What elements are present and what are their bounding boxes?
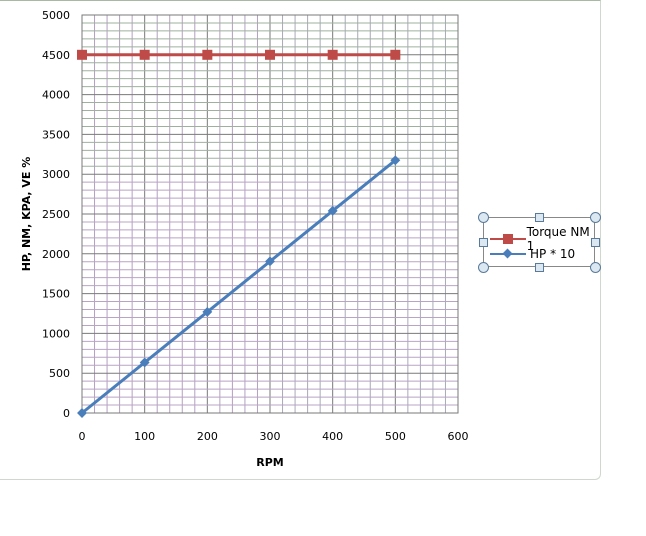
legend-item-torque[interactable]: Torque NM 1	[490, 225, 594, 253]
y-tick-label: 2000	[42, 248, 70, 261]
x-tick-label: 300	[260, 430, 281, 443]
data-point-diamond	[265, 256, 275, 267]
data-point-square	[77, 49, 87, 60]
data-point-diamond	[202, 306, 213, 317]
chart-area	[0, 0, 601, 480]
x-tick-label: 600	[448, 430, 469, 443]
data-point-diamond	[390, 155, 401, 166]
x-tick-label: 100	[134, 430, 155, 443]
data-point-diamond	[327, 205, 338, 216]
legend[interactable]: Torque NM 1 HP * 10	[483, 217, 595, 267]
y-tick-label: 4000	[42, 89, 70, 102]
resize-handle[interactable]	[590, 262, 601, 273]
legend-item-hp[interactable]: HP * 10	[490, 247, 575, 261]
resize-handle[interactable]	[535, 213, 544, 222]
y-tick-label: 1000	[42, 327, 70, 340]
y-tick-label: 3500	[42, 128, 70, 141]
plot-area-border	[81, 14, 459, 414]
data-point-square	[390, 49, 401, 60]
resize-handle[interactable]	[479, 238, 488, 247]
x-tick-label: 200	[197, 430, 218, 443]
legend-square-marker-icon	[490, 233, 526, 245]
data-point-square	[265, 49, 275, 60]
y-tick-label: 5000	[42, 9, 70, 22]
data-point-square	[327, 49, 338, 60]
y-axis-label: HP, NM, KPA, VE %	[20, 157, 33, 272]
y-tick-label: 2500	[42, 208, 70, 221]
resize-handle[interactable]	[590, 212, 601, 223]
x-tick-label: 400	[322, 430, 343, 443]
y-tick-label: 3000	[42, 168, 70, 181]
legend-diamond-marker-icon	[490, 248, 526, 260]
x-tick-label: 0	[79, 430, 86, 443]
y-tick-label: 4500	[42, 49, 70, 62]
x-tick-label: 500	[385, 430, 406, 443]
y-tick-label: 1500	[42, 288, 70, 301]
data-point-square	[139, 49, 150, 60]
legend-label: Torque NM 1	[526, 225, 590, 253]
resize-handle[interactable]	[478, 262, 489, 273]
resize-handle[interactable]	[535, 263, 544, 272]
resize-handle[interactable]	[591, 238, 600, 247]
data-point-diamond	[139, 357, 150, 368]
legend-label: HP * 10	[530, 247, 576, 261]
y-tick-label: 0	[63, 407, 70, 420]
data-point-square	[202, 49, 213, 60]
series-line	[81, 159, 397, 415]
x-axis-label: RPM	[256, 456, 283, 469]
y-tick-label: 500	[49, 367, 70, 380]
resize-handle[interactable]	[478, 212, 489, 223]
